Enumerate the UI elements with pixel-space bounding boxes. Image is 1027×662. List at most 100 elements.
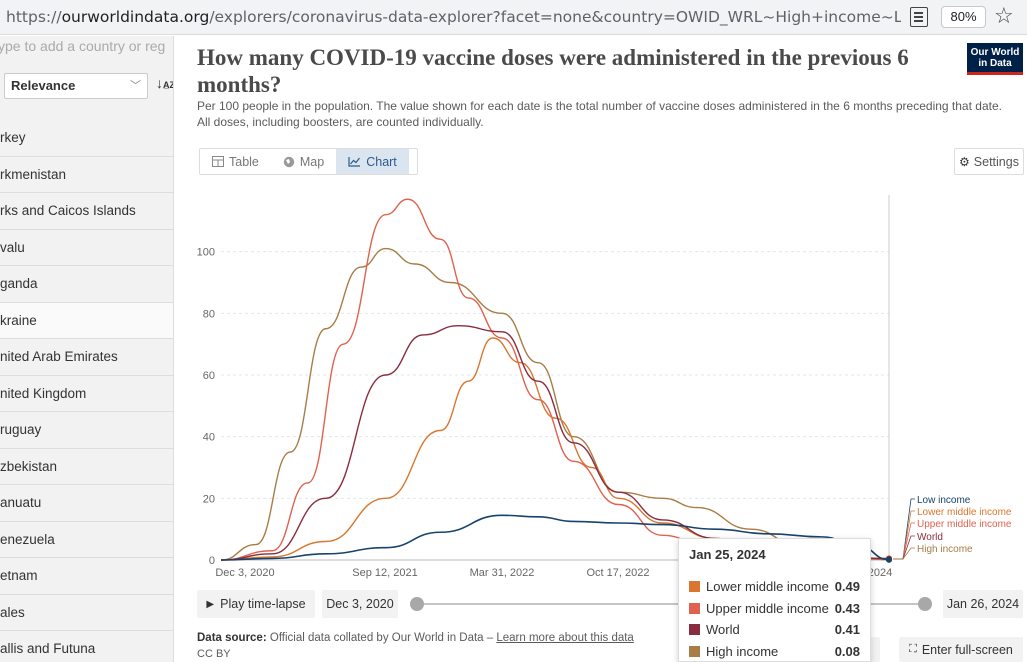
tab-map[interactable]: Map bbox=[271, 149, 336, 174]
play-icon: ▶ bbox=[206, 598, 215, 610]
legend-label: High income bbox=[917, 544, 973, 555]
y-tick-label: 100 bbox=[197, 247, 215, 259]
tooltip-swatch bbox=[689, 581, 700, 593]
chart-tooltip: Jan 25, 2024 Lower middle income 0.49 Uppe… bbox=[678, 538, 871, 662]
tooltip-swatch bbox=[689, 602, 700, 614]
expand-icon: ⛶ bbox=[909, 643, 917, 655]
tab-table-label: Table bbox=[229, 154, 259, 169]
x-tick-label: Oct 17, 2022 bbox=[587, 567, 650, 579]
country-item[interactable]: rkmenistan bbox=[0, 157, 173, 193]
chevron-down-icon: ﹀ bbox=[130, 80, 141, 92]
tooltip-row: World 0.41 bbox=[689, 619, 860, 641]
source-text: Official data collated by Our World in D… bbox=[269, 632, 494, 644]
timeline-end-handle[interactable] bbox=[918, 597, 932, 611]
tooltip-series-value: 0.43 bbox=[834, 600, 860, 616]
globe-icon bbox=[283, 156, 295, 167]
country-item[interactable]: nited Arab Emirates bbox=[0, 339, 173, 376]
timeline-end-date[interactable]: Jan 26, 2024 bbox=[943, 590, 1023, 618]
country-item[interactable]: valu bbox=[0, 230, 173, 266]
country-sidebar: ype to add a country or reg Relevance ﹀ … bbox=[0, 36, 174, 662]
reader-view-icon[interactable] bbox=[910, 7, 928, 27]
fullscreen-label: Enter full-screen bbox=[921, 642, 1013, 657]
legend-label: Upper middle income bbox=[917, 519, 1012, 530]
country-item[interactable]: ruguay bbox=[0, 412, 173, 449]
tooltip-row: Upper middle income 0.43 bbox=[689, 598, 860, 620]
country-item[interactable]: zbekistan bbox=[0, 449, 173, 485]
legend-label: World bbox=[917, 532, 943, 543]
settings-button[interactable]: ⚙ Settings bbox=[954, 148, 1024, 175]
series-line bbox=[220, 198, 890, 561]
data-source: Data source: Official data collated by O… bbox=[197, 632, 634, 644]
timeline-start-handle[interactable] bbox=[410, 597, 424, 611]
tooltip-series-value: 0.08 bbox=[834, 643, 860, 659]
country-item[interactable]: rks and Caicos Islands bbox=[0, 193, 173, 230]
url-prefix: https:// bbox=[6, 8, 62, 26]
tooltip-series-name: Upper middle income bbox=[706, 600, 829, 616]
timeline-track[interactable] bbox=[417, 603, 925, 605]
tab-chart-label: Chart bbox=[366, 154, 397, 169]
country-item[interactable]: nited Kingdom bbox=[0, 376, 173, 412]
source-label: Data source: bbox=[197, 632, 267, 644]
x-tick-label: Sep 12, 2021 bbox=[352, 567, 417, 579]
browser-address-bar[interactable]: https://ourworldindata.org/explorers/cor… bbox=[0, 0, 1027, 35]
page-subtitle: Per 100 people in the population. The va… bbox=[197, 99, 1002, 129]
y-tick-label: 80 bbox=[203, 308, 215, 320]
url-text[interactable]: https://ourworldindata.org/explorers/cor… bbox=[6, 8, 901, 26]
legend-connector bbox=[893, 547, 915, 560]
country-item[interactable]: anuatu bbox=[0, 485, 173, 522]
sort-order-icon[interactable]: ↓A̲Z bbox=[156, 75, 174, 91]
country-item[interactable]: ales bbox=[0, 595, 173, 631]
view-tabs: Table Map Chart bbox=[199, 148, 418, 175]
tooltip-swatch bbox=[689, 645, 700, 657]
country-item[interactable]: rkey bbox=[0, 120, 173, 157]
play-timelapse-button[interactable]: ▶ Play time-lapse bbox=[197, 590, 315, 618]
sort-select[interactable]: Relevance ﹀ bbox=[4, 73, 148, 99]
line-chart-icon bbox=[348, 157, 361, 167]
zoom-level-badge[interactable]: 80% bbox=[941, 6, 986, 28]
tooltip-rows: Lower middle income 0.49 Upper middle inco… bbox=[689, 576, 860, 662]
series-line bbox=[220, 337, 890, 561]
timeline-start-date[interactable]: Dec 3, 2020 bbox=[322, 590, 398, 618]
country-list: rkey rkmenistan rks and Caicos Islands valu… bbox=[0, 120, 173, 662]
tooltip-series-value: 0.49 bbox=[834, 579, 860, 595]
country-item[interactable]: enezuela bbox=[0, 522, 173, 558]
legend-connector bbox=[893, 522, 915, 560]
y-tick-label: 20 bbox=[203, 493, 215, 505]
country-search-input[interactable]: ype to add a country or reg bbox=[0, 38, 166, 54]
legend-connector bbox=[893, 498, 915, 560]
tab-chart[interactable]: Chart bbox=[336, 149, 409, 174]
country-item[interactable]: etnam bbox=[0, 558, 173, 595]
play-label: Play time-lapse bbox=[220, 597, 306, 611]
bookmark-star-icon[interactable]: ☆ bbox=[994, 3, 1014, 28]
legend-label: Lower middle income bbox=[917, 507, 1012, 518]
settings-label: Settings bbox=[973, 154, 1019, 169]
tab-table[interactable]: Table bbox=[200, 149, 271, 174]
tooltip-swatch bbox=[689, 624, 700, 636]
tooltip-row: Lower middle income 0.49 bbox=[689, 576, 860, 598]
country-item[interactable]: kraine bbox=[0, 302, 173, 339]
x-tick-label: Mar 31, 2022 bbox=[470, 567, 535, 579]
gear-icon: ⚙ bbox=[959, 154, 970, 169]
legend-connector bbox=[893, 535, 915, 560]
tooltip-series-name: High income bbox=[706, 643, 779, 659]
owid-logo[interactable]: Our World in Data bbox=[967, 43, 1023, 75]
url-host: ourworldindata.org bbox=[61, 8, 210, 26]
country-item[interactable]: ganda bbox=[0, 266, 173, 303]
country-item[interactable]: allis and Futuna bbox=[0, 631, 173, 662]
y-tick-label: 60 bbox=[203, 370, 215, 382]
tooltip-row: High income 0.08 bbox=[689, 641, 860, 662]
url-path: /explorers/coronavirus-data-explorer?fac… bbox=[209, 8, 901, 26]
x-tick-label: 2024 bbox=[868, 567, 892, 579]
tooltip-date: Jan 25, 2024 bbox=[689, 547, 766, 562]
learn-more-link[interactable]: Learn more about this data bbox=[496, 632, 634, 644]
page-title: How many COVID-19 vaccine doses were adm… bbox=[197, 45, 909, 97]
y-tick-label: 40 bbox=[203, 432, 215, 444]
series-endpoint bbox=[886, 556, 892, 563]
tooltip-series-value: 0.41 bbox=[834, 622, 860, 638]
fullscreen-button[interactable]: ⛶ Enter full-screen bbox=[899, 637, 1023, 662]
tooltip-series-name: Lower middle income bbox=[706, 579, 829, 595]
line-chart: 0 20 40 60 80 100 Dec 3, 2020 Sep 12, 2021 Mar 3… bbox=[197, 195, 1012, 579]
table-icon bbox=[212, 156, 224, 167]
y-tick-label: 0 bbox=[209, 555, 215, 567]
legend-label: Low income bbox=[917, 495, 971, 506]
